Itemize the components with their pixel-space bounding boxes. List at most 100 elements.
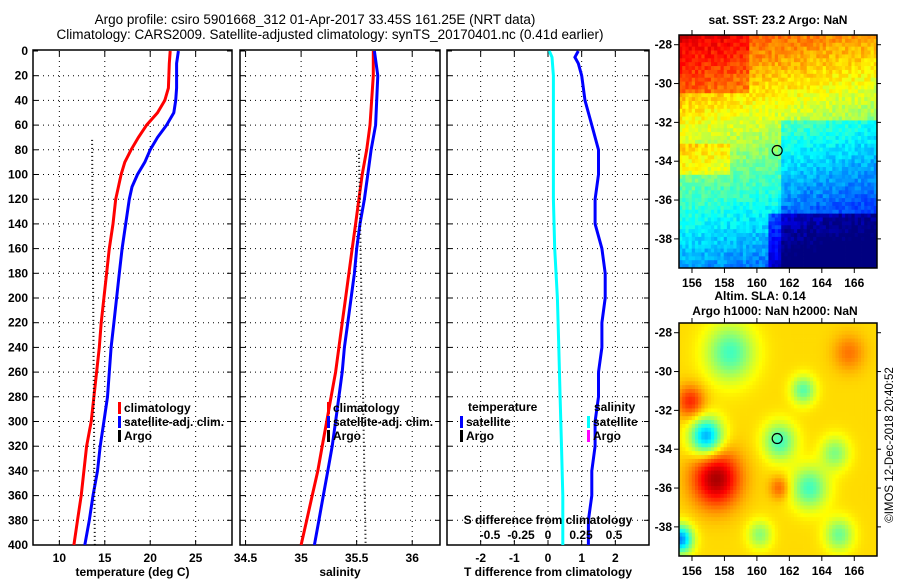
map-cell bbox=[733, 97, 737, 102]
map-cell bbox=[679, 108, 683, 114]
map-cell bbox=[768, 178, 773, 183]
map-cell bbox=[749, 248, 753, 253]
map-cell bbox=[848, 116, 852, 121]
map-cell bbox=[730, 35, 734, 40]
map-cell bbox=[845, 77, 849, 82]
map-cell bbox=[752, 167, 757, 172]
map-cell bbox=[749, 124, 753, 129]
map-cell bbox=[803, 120, 808, 125]
map-cell bbox=[720, 244, 725, 249]
map-cell bbox=[698, 46, 702, 51]
map-cell bbox=[698, 323, 702, 328]
map-cell bbox=[870, 373, 875, 378]
map-cell bbox=[857, 124, 862, 129]
map-cell bbox=[707, 50, 712, 55]
map-cell bbox=[851, 38, 856, 44]
map-cell bbox=[806, 143, 811, 149]
map-cell bbox=[822, 124, 827, 129]
map-cell bbox=[691, 198, 696, 203]
map-cell bbox=[736, 256, 741, 261]
map-cell bbox=[864, 377, 868, 382]
map-cell bbox=[819, 350, 824, 355]
map-cell bbox=[861, 77, 865, 82]
map-cell bbox=[694, 346, 699, 351]
map-cell bbox=[762, 346, 766, 351]
map-cell bbox=[800, 354, 804, 359]
map-cell bbox=[819, 225, 824, 230]
map-cell bbox=[873, 139, 878, 145]
map-cell bbox=[841, 120, 846, 125]
map-cell bbox=[733, 93, 737, 98]
map-cell bbox=[793, 174, 798, 180]
map-cell bbox=[720, 357, 725, 363]
map-cell bbox=[714, 373, 718, 378]
map-cell bbox=[781, 346, 785, 351]
map-cell bbox=[755, 350, 760, 355]
map-cell bbox=[707, 217, 712, 222]
map-cell bbox=[873, 66, 878, 71]
map-cell bbox=[822, 132, 827, 137]
map-cell bbox=[733, 338, 737, 343]
map-cell bbox=[694, 58, 699, 63]
map-cell bbox=[717, 46, 721, 51]
map-cell bbox=[746, 190, 750, 195]
map-cell bbox=[755, 326, 760, 332]
map-cell bbox=[790, 132, 795, 137]
map-cell bbox=[694, 190, 699, 195]
map-cell bbox=[848, 58, 852, 63]
map-cell bbox=[691, 209, 696, 215]
map-cell bbox=[870, 201, 875, 207]
map-cell bbox=[822, 77, 827, 82]
map-cell bbox=[707, 244, 712, 249]
map-cell bbox=[832, 201, 836, 207]
map-cell bbox=[816, 323, 820, 328]
map-cell bbox=[691, 377, 696, 382]
map-cell bbox=[813, 139, 817, 145]
map-cell bbox=[784, 369, 788, 374]
map-cell bbox=[873, 69, 878, 75]
map-cell bbox=[736, 167, 741, 172]
map-cell bbox=[816, 69, 820, 75]
map-cell bbox=[806, 155, 811, 160]
map-cell bbox=[707, 35, 712, 40]
map-cell bbox=[704, 128, 709, 133]
map-cell bbox=[739, 217, 744, 222]
map-cell bbox=[685, 225, 689, 230]
map-cell bbox=[720, 233, 725, 238]
map-cell bbox=[781, 182, 785, 187]
map-cell bbox=[813, 205, 817, 211]
map-cell bbox=[832, 116, 836, 121]
map-cell bbox=[701, 248, 705, 253]
map-cell bbox=[822, 233, 827, 238]
map-cell bbox=[806, 330, 811, 336]
map-cell bbox=[857, 190, 862, 195]
map-cell bbox=[813, 112, 817, 117]
map-cell bbox=[864, 260, 868, 265]
map-cell bbox=[752, 101, 757, 106]
lat-tick-label: -36 bbox=[655, 193, 673, 207]
map-cell bbox=[704, 178, 709, 183]
map-cell bbox=[803, 190, 808, 195]
map-cell bbox=[723, 81, 728, 86]
map-cell bbox=[857, 338, 862, 343]
map-cell bbox=[682, 135, 686, 141]
map-cell bbox=[832, 97, 836, 102]
map-cell bbox=[778, 256, 782, 261]
map-cell bbox=[679, 58, 683, 63]
map-cell bbox=[746, 217, 750, 222]
map-cell bbox=[698, 354, 702, 359]
map-cell bbox=[784, 233, 788, 238]
map-cell bbox=[800, 236, 804, 242]
map-cell bbox=[752, 58, 757, 63]
map-cell bbox=[861, 66, 865, 71]
map-cell bbox=[816, 240, 820, 246]
map-cell bbox=[845, 85, 849, 90]
map-cell bbox=[774, 46, 779, 51]
map-cell bbox=[822, 93, 827, 98]
map-cell bbox=[742, 201, 747, 207]
map-cell bbox=[857, 97, 862, 102]
map-cell bbox=[822, 163, 827, 168]
map-cell bbox=[688, 334, 693, 339]
map-cell bbox=[701, 369, 705, 374]
